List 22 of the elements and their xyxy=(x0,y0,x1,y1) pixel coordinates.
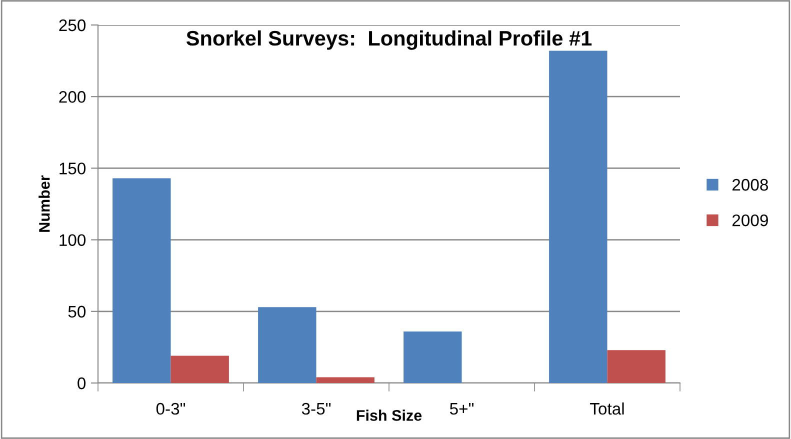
x-tick-label: Total xyxy=(590,402,624,415)
bar xyxy=(404,331,462,383)
x-tick-label: 3-5" xyxy=(302,402,331,415)
y-axis-title: Number xyxy=(38,175,50,232)
y-tick-label: 250 xyxy=(59,19,86,32)
x-tick-label: 5+" xyxy=(450,403,474,415)
legend-label: 2008 xyxy=(732,178,768,191)
bar xyxy=(170,356,229,383)
bar xyxy=(549,50,608,383)
y-tick-label: 150 xyxy=(60,162,86,174)
y-tick-label: 50 xyxy=(68,306,86,318)
y-tick-label: 200 xyxy=(59,91,86,103)
x-axis-title: Fish Size xyxy=(356,410,422,421)
bar xyxy=(607,350,666,383)
legend-label: 2009 xyxy=(732,214,768,226)
bar xyxy=(258,307,316,383)
x-tick-label: 0-3" xyxy=(156,402,186,415)
y-tick-label: 0 xyxy=(78,377,86,390)
chart-title: Snorkel Surveys: Longitudinal Profile #1 xyxy=(186,30,592,50)
y-tick-label: 100 xyxy=(60,234,86,246)
bar xyxy=(316,377,374,383)
bar xyxy=(112,178,171,383)
